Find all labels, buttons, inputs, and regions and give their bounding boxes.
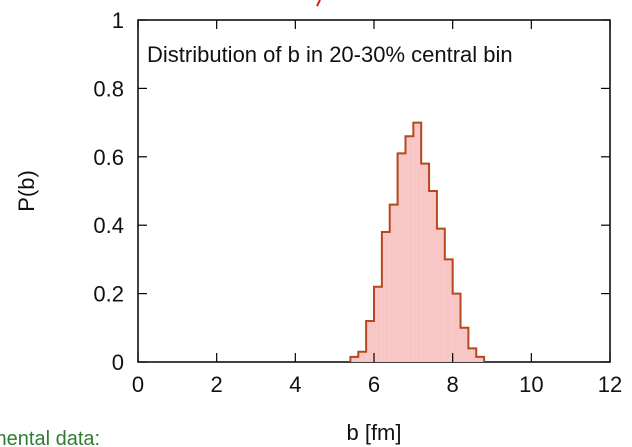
histogram-bin: [389, 204, 398, 362]
x-axis-title: b [fm]: [346, 420, 401, 445]
y-tick-label: 0.6: [93, 145, 124, 170]
histogram-bin: [405, 136, 414, 362]
histogram-bin: [350, 356, 359, 362]
histogram-bin: [413, 122, 422, 362]
histogram-bin: [468, 348, 477, 362]
histogram-bin: [476, 356, 485, 362]
x-tick-label: 6: [368, 372, 380, 397]
histogram-bin: [452, 293, 461, 362]
y-tick-label: 0.4: [93, 213, 124, 238]
x-tick-label: 2: [211, 372, 223, 397]
y-tick-label: 0.8: [93, 76, 124, 101]
y-axis-title: P(b): [14, 170, 39, 212]
histogram-bin: [421, 163, 430, 362]
histogram-bin: [381, 232, 390, 362]
y-tick-label: 1: [112, 8, 124, 33]
x-tick-label: 12: [598, 372, 622, 397]
clipped-bottom-text: mental data:: [0, 428, 100, 447]
x-tick-label: 0: [132, 372, 144, 397]
histogram-bars: [349, 121, 486, 363]
histogram-bin: [444, 259, 453, 362]
histogram-bin: [374, 286, 382, 362]
histogram-bin: [429, 191, 437, 362]
clipped-top-mark: [316, 0, 321, 7]
y-tick-label: 0.2: [93, 282, 124, 307]
x-tick-label: 4: [289, 372, 301, 397]
x-tick-label: 10: [519, 372, 543, 397]
histogram-bin: [436, 228, 445, 362]
y-tick-label: 0: [112, 350, 124, 375]
chart-title: Distribution of b in 20-30% central bin: [147, 42, 513, 67]
histogram-outline: [349, 121, 486, 363]
axis-ticks: 0 2 4 6 8 10 12 0 0.2 0.4 0.6 0.8 1: [93, 8, 622, 397]
plot-area: 0 2 4 6 8 10 12 0 0.2 0.4 0.6 0.8 1: [93, 8, 622, 397]
histogram-bin: [460, 327, 469, 362]
histogram-bin: [366, 320, 374, 362]
histogram-bin: [358, 351, 367, 362]
histogram-bin: [397, 153, 406, 362]
x-tick-label: 8: [447, 372, 459, 397]
